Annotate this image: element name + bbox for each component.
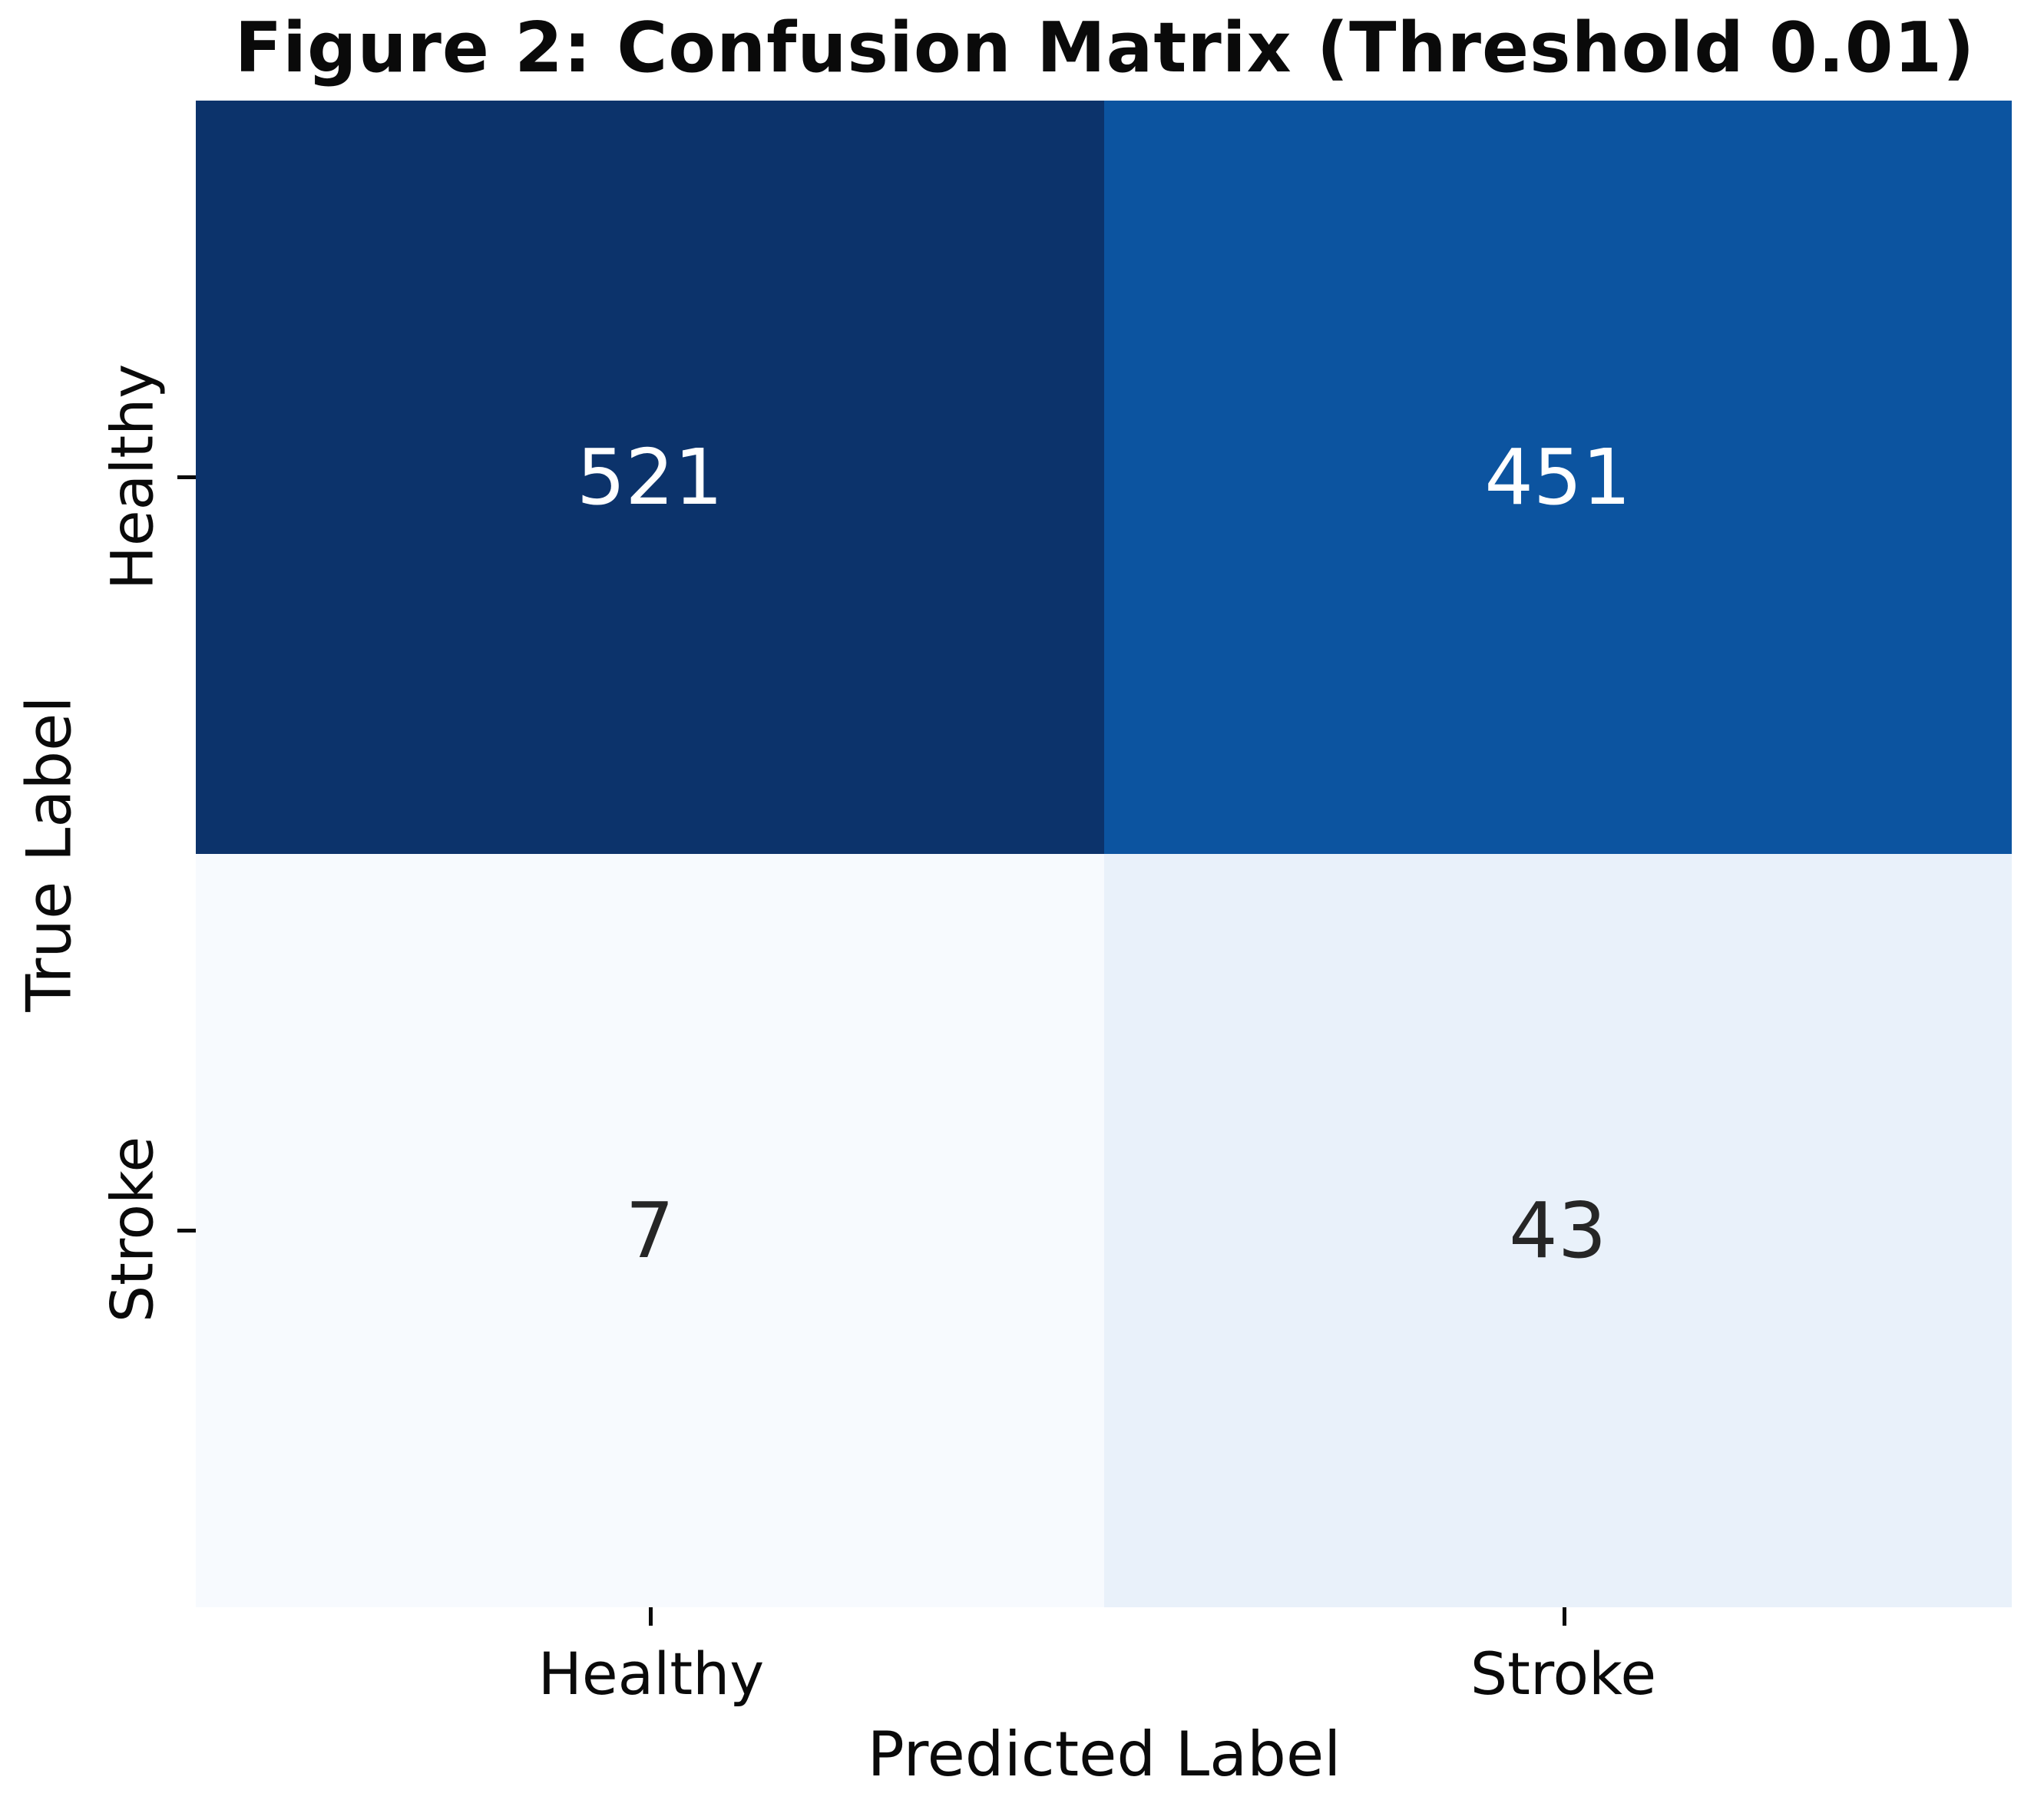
- cell-true-stroke-pred-healthy: 7: [196, 854, 1104, 1607]
- cell-true-healthy-pred-healthy: 521: [196, 101, 1104, 854]
- y-axis-label: True Label: [13, 696, 85, 1012]
- x-tick-label-healthy: Healthy: [537, 1640, 765, 1708]
- y-tick-mark-healthy: [177, 475, 196, 479]
- y-tick-label-stroke: Stroke: [98, 1136, 167, 1323]
- heatmap-grid: 521 451 7 43: [196, 101, 2012, 1607]
- y-tick-mark-stroke: [177, 1229, 196, 1233]
- x-tick-label-stroke: Stroke: [1470, 1640, 1657, 1708]
- cell-true-stroke-pred-stroke: 43: [1103, 854, 2012, 1607]
- chart-title: Figure 2: Confusion Matrix (Threshold 0.…: [234, 8, 1976, 88]
- x-axis-label: Predicted Label: [867, 1719, 1341, 1790]
- x-tick-mark-healthy: [649, 1607, 653, 1626]
- x-tick-mark-stroke: [1563, 1607, 1566, 1626]
- cell-true-healthy-pred-stroke: 451: [1103, 101, 2012, 854]
- y-tick-label-healthy: Healthy: [98, 363, 167, 591]
